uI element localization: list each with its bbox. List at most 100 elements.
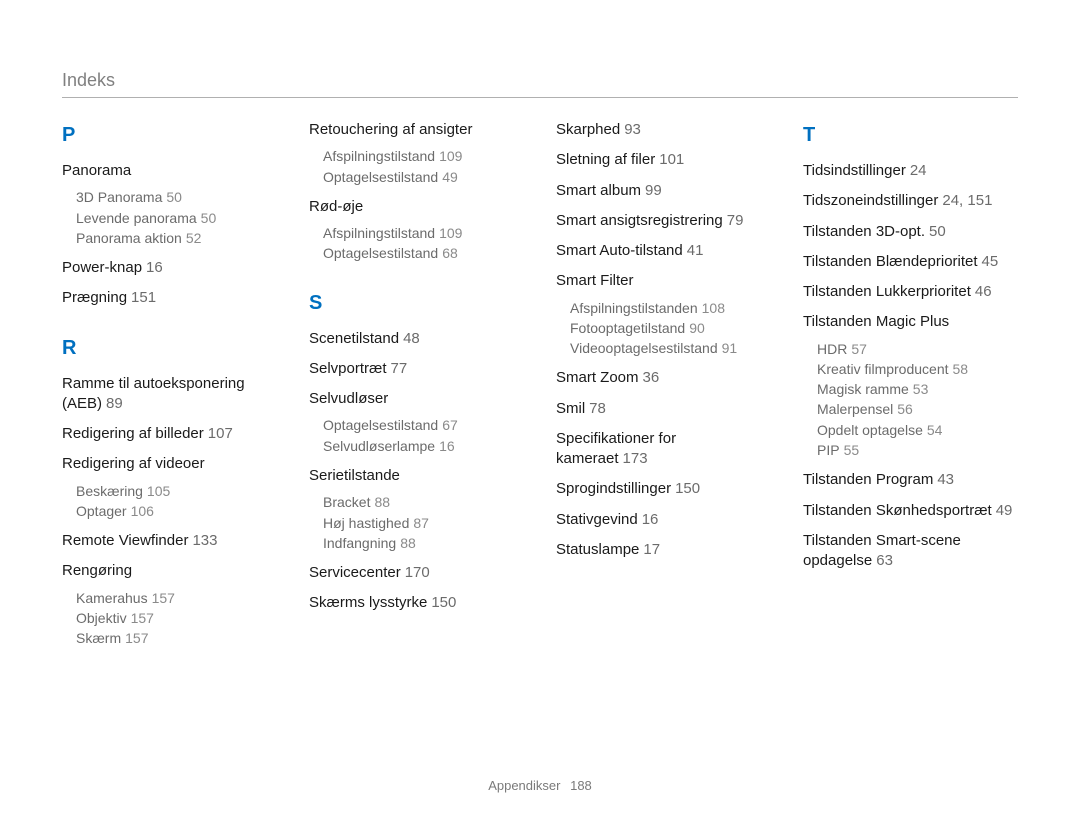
- index-entry-line[interactable]: Smart ansigtsregistrering79: [556, 211, 771, 231]
- index-subentry-label: Objektiv: [76, 610, 127, 626]
- index-entry-line[interactable]: Smart Auto-tilstand41: [556, 241, 771, 261]
- index-subentry[interactable]: Beskæring105: [76, 481, 277, 501]
- index-entry-label: Tidsindstillinger: [803, 162, 906, 179]
- index-entry-line[interactable]: Skærms lysstyrke150: [309, 593, 524, 613]
- index-entry: Ramme til autoeksponering (AEB)89: [62, 374, 277, 415]
- index-entry-line[interactable]: Tilstanden 3D-opt.50: [803, 222, 1018, 242]
- index-entry-label: Rengøring: [62, 562, 132, 579]
- index-subentry-page: 52: [186, 230, 202, 246]
- index-subentry[interactable]: Levende panorama50: [76, 208, 277, 228]
- index-entry-line[interactable]: Skarphed93: [556, 120, 771, 140]
- index-subentry[interactable]: Optagelsestilstand68: [323, 243, 524, 263]
- index-entry-line[interactable]: Scenetilstand48: [309, 329, 524, 349]
- index-entry-line[interactable]: Smart Zoom36: [556, 368, 771, 388]
- index-subentry[interactable]: Optagelsestilstand67: [323, 415, 524, 435]
- index-entry-page: 173: [623, 450, 648, 467]
- index-subentry[interactable]: Kamerahus157: [76, 588, 277, 608]
- index-entry-page: 77: [391, 360, 408, 377]
- index-subentry-label: Skærm: [76, 630, 121, 646]
- index-subentry[interactable]: Magisk ramme53: [817, 379, 1018, 399]
- index-subentry[interactable]: Panorama aktion52: [76, 228, 277, 248]
- index-subentry-label: Selvudløserlampe: [323, 438, 435, 454]
- index-subentry-page: 54: [927, 422, 943, 438]
- index-subentry-page: 50: [201, 210, 217, 226]
- index-entry-line[interactable]: Statuslampe17: [556, 540, 771, 560]
- index-entry-label: Smart album: [556, 182, 641, 199]
- index-subentry[interactable]: Afspilningstilstand109: [323, 146, 524, 166]
- index-subentry[interactable]: Videooptagelsestilstand91: [570, 338, 771, 358]
- index-entry-line[interactable]: Tilstanden Magic Plus: [803, 312, 1018, 332]
- index-entry-line[interactable]: Servicecenter170: [309, 563, 524, 583]
- index-entry-line[interactable]: Tilstanden Skønhedsportræt49: [803, 501, 1018, 521]
- index-subentry[interactable]: PIP55: [817, 440, 1018, 460]
- index-entry-line[interactable]: Tilstanden Lukkerprioritet46: [803, 282, 1018, 302]
- index-entry-line[interactable]: Retouchering af ansigter: [309, 120, 524, 140]
- index-entry-page: 151: [131, 289, 156, 306]
- index-subentry-label: Optagelsestilstand: [323, 245, 438, 261]
- index-subentry-page: 53: [913, 381, 929, 397]
- index-entry-label: Redigering af videoer: [62, 455, 205, 472]
- index-entry-line[interactable]: Sletning af filer101: [556, 150, 771, 170]
- index-entry-line[interactable]: Tidszoneindstillinger24, 151: [803, 191, 1018, 211]
- index-entry-label: Smart Filter: [556, 272, 634, 289]
- index-subentry[interactable]: Optagelsestilstand49: [323, 167, 524, 187]
- index-entry-line[interactable]: Tidsindstillinger24: [803, 161, 1018, 181]
- index-entry-line[interactable]: Sprogindstillinger150: [556, 479, 771, 499]
- index-entry-line[interactable]: Selvportræt77: [309, 359, 524, 379]
- index-entry: Scenetilstand48: [309, 329, 524, 349]
- index-subentry[interactable]: Fotooptagetilstand90: [570, 318, 771, 338]
- index-entry-line[interactable]: Smart Filter: [556, 271, 771, 291]
- index-entry: Redigering af videoer Beskæring105Optager…: [62, 454, 277, 521]
- index-subentry[interactable]: Afspilningstilstanden108: [570, 298, 771, 318]
- index-subentry-page: 67: [442, 417, 458, 433]
- index-subentry-label: Kamerahus: [76, 590, 148, 606]
- index-entry-line[interactable]: Ramme til autoeksponering (AEB)89: [62, 374, 277, 415]
- index-entry-label: Tilstanden Magic Plus: [803, 313, 949, 330]
- index-entry-line[interactable]: Tilstanden Smart-scene opdagelse63: [803, 531, 1018, 572]
- index-entry: Tilstanden Smart-scene opdagelse63: [803, 531, 1018, 572]
- index-subentry[interactable]: Malerpensel56: [817, 399, 1018, 419]
- index-entry-line[interactable]: Smil78: [556, 399, 771, 419]
- index-subentry[interactable]: HDR57: [817, 339, 1018, 359]
- index-entry-line[interactable]: Rød-øje: [309, 197, 524, 217]
- index-entry-line[interactable]: Rengøring: [62, 561, 277, 581]
- index-entry-label: Power-knap: [62, 259, 142, 276]
- index-entry-page: 99: [645, 182, 662, 199]
- index-entry-line[interactable]: Specifikationer for kameraet173: [556, 429, 771, 470]
- index-subentry-label: Optagelsestilstand: [323, 417, 438, 433]
- index-entry-line[interactable]: Power-knap16: [62, 258, 277, 278]
- index-subentry[interactable]: Optager106: [76, 501, 277, 521]
- index-entry-line[interactable]: Remote Viewfinder133: [62, 531, 277, 551]
- index-subentry[interactable]: Kreativ filmproducent58: [817, 359, 1018, 379]
- index-entry-line[interactable]: Redigering af billeder107: [62, 424, 277, 444]
- index-entry-line[interactable]: Prægning151: [62, 288, 277, 308]
- index-entry-line[interactable]: Stativgevind16: [556, 510, 771, 530]
- index-entry-line[interactable]: Selvudløser: [309, 389, 524, 409]
- index-entry: Power-knap16: [62, 258, 277, 278]
- index-entry: Specifikationer for kameraet173: [556, 429, 771, 470]
- index-entry-line[interactable]: Smart album99: [556, 181, 771, 201]
- index-entry-line[interactable]: Tilstanden Program43: [803, 470, 1018, 490]
- index-subentry[interactable]: Indfangning88: [323, 533, 524, 553]
- index-subentry[interactable]: Skærm157: [76, 628, 277, 648]
- index-subentry[interactable]: Selvudløserlampe16: [323, 436, 524, 456]
- section-letter: R: [62, 337, 277, 360]
- index-subentry[interactable]: Opdelt optagelse54: [817, 420, 1018, 440]
- index-entry-page: 36: [643, 369, 660, 386]
- index-entry-label: Tidszoneindstillinger: [803, 192, 938, 209]
- index-subentry[interactable]: Høj hastighed87: [323, 513, 524, 533]
- index-subentry-page: 88: [400, 535, 416, 551]
- index-entry-line[interactable]: Tilstanden Blændeprioritet45: [803, 252, 1018, 272]
- index-subentry[interactable]: Bracket88: [323, 492, 524, 512]
- index-entry-label: Tilstanden Blændeprioritet: [803, 253, 978, 270]
- index-entry-page: 46: [975, 283, 992, 300]
- index-entry-label: Smart Zoom: [556, 369, 639, 386]
- index-entry-line[interactable]: Serietilstande: [309, 466, 524, 486]
- index-entry-line[interactable]: Panorama: [62, 161, 277, 181]
- section-letter: S: [309, 292, 524, 315]
- index-subentry[interactable]: Afspilningstilstand109: [323, 223, 524, 243]
- index-subentry[interactable]: Objektiv157: [76, 608, 277, 628]
- index-entry: Tilstanden 3D-opt.50: [803, 222, 1018, 242]
- index-subentry[interactable]: 3D Panorama50: [76, 187, 277, 207]
- index-entry-line[interactable]: Redigering af videoer: [62, 454, 277, 474]
